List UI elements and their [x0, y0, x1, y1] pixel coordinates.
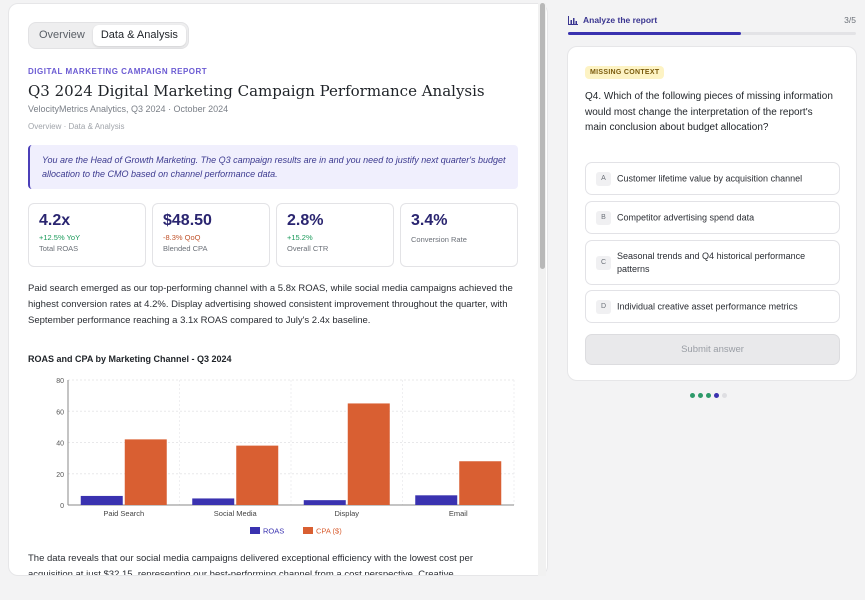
analysis-paragraph: Paid search emerged as our top-performin… [28, 283, 513, 326]
y-tick-label: 20 [56, 472, 64, 479]
progress-bar [568, 32, 856, 35]
legend-label: ROAS [263, 527, 284, 536]
kpi-label: Overall CTR [287, 244, 329, 253]
report-eyebrow: DIGITAL MARKETING CAMPAIGN REPORT [28, 67, 208, 76]
bar-cpa [459, 461, 502, 505]
tab-overview[interactable]: Overview [39, 29, 85, 41]
question-progress-dots [690, 393, 727, 398]
x-tick-label: Display [334, 509, 359, 518]
x-tick-label: Paid Search [103, 509, 144, 518]
kpi-card-roas: 4.2x +12.5% YoY Total ROAS [28, 203, 146, 267]
option-letter: B [596, 211, 611, 225]
progress-dot [722, 393, 727, 398]
task-label: Analyze the report [583, 15, 658, 25]
question-type-badge: MISSING CONTEXT [585, 66, 665, 79]
kpi-value: 3.4% [411, 212, 448, 229]
x-tick-label: Email [449, 509, 468, 518]
answer-option-d[interactable]: D Individual creative asset performance … [585, 290, 840, 323]
bar-roas [415, 495, 458, 505]
view-tabs: Overview Data & Analysis [28, 22, 189, 49]
progress-dot [690, 393, 695, 398]
report-title: Q3 2024 Digital Marketing Campaign Perfo… [28, 82, 485, 100]
question-text: Q4. Which of the following pieces of mis… [585, 91, 833, 133]
report-panel: Overview Data & Analysis DIGITAL MARKETI… [8, 3, 548, 576]
tab-data-analysis[interactable]: Data & Analysis [92, 25, 186, 46]
kpi-card-cpa: $48.50 -8.3% QoQ Blended CPA [152, 203, 270, 267]
legend-swatch [250, 527, 260, 534]
option-letter: D [596, 300, 611, 314]
bar-roas [192, 498, 235, 505]
progress-dot [706, 393, 711, 398]
kpi-change: -8.3% QoQ [163, 233, 201, 242]
submit-answer-button[interactable]: Submit answer [585, 334, 840, 365]
question-card: MISSING CONTEXT Q4. Which of the followi… [567, 46, 857, 381]
kpi-value: 4.2x [39, 212, 71, 229]
y-tick-label: 0 [60, 503, 64, 510]
roas-cpa-chart: 0 20 40 60 80 Paid Search Social Media Display E… [56, 378, 515, 536]
x-tick-label: Social Media [214, 509, 258, 518]
option-text: Seasonal trends and Q4 historical perfor… [617, 250, 806, 274]
kpi-change: +12.5% YoY [39, 233, 81, 242]
bar-roas [80, 495, 123, 505]
scrollbar-thumb[interactable] [540, 3, 545, 269]
scrollbar[interactable] [538, 3, 546, 576]
kpi-change: +15.2% [287, 233, 313, 242]
kpi-label: Conversion Rate [411, 235, 467, 244]
option-text: Individual creative asset performance me… [617, 301, 798, 311]
kpi-value: 2.8% [287, 212, 324, 229]
kpi-card-ctr: 2.8% +15.2% Overall CTR [276, 203, 394, 267]
bar-chart-icon [568, 16, 578, 25]
kpi-card-conversion: 3.4% Conversion Rate [400, 203, 518, 267]
chart-title: ROAS and CPA by Marketing Channel - Q3 2… [28, 354, 232, 364]
kpi-value: $48.50 [163, 212, 212, 229]
option-letter: A [596, 172, 611, 186]
answer-option-c[interactable]: C Seasonal trends and Q4 historical perf… [585, 240, 840, 285]
y-tick-label: 80 [56, 378, 64, 385]
option-text: Customer lifetime value by acquisition c… [617, 173, 803, 183]
bar-cpa [236, 445, 279, 505]
report-subtitle: VelocityMetrics Analytics, Q3 2024 · Oct… [28, 104, 229, 114]
progress-fill [568, 32, 741, 35]
bar-cpa [347, 403, 390, 505]
analysis-paragraph-2: The data reveals that our social media c… [28, 553, 473, 576]
kpi-row: 4.2x +12.5% YoY Total ROAS $48.50 -8.3% … [28, 203, 518, 267]
option-text: Competitor advertising spend data [617, 212, 755, 222]
step-counter: 3/5 [844, 15, 856, 25]
breadcrumb: Overview · Data & Analysis [28, 122, 125, 131]
scenario-callout: You are the Head of Growth Marketing. Th… [28, 145, 518, 189]
legend-swatch [303, 527, 313, 534]
answer-option-a[interactable]: A Customer lifetime value by acquisition… [585, 162, 840, 195]
kpi-label: Blended CPA [163, 244, 208, 253]
legend-label: CPA ($) [316, 527, 342, 536]
bar-roas [303, 500, 346, 505]
y-tick-label: 60 [56, 409, 64, 416]
progress-dot [714, 393, 719, 398]
option-letter: C [596, 256, 611, 270]
answer-option-b[interactable]: B Competitor advertising spend data [585, 201, 840, 234]
kpi-label: Total ROAS [39, 244, 79, 253]
progress-dot [698, 393, 703, 398]
y-tick-label: 40 [56, 441, 64, 448]
task-header: Analyze the report 3/5 [568, 15, 856, 29]
bar-cpa [124, 439, 167, 505]
